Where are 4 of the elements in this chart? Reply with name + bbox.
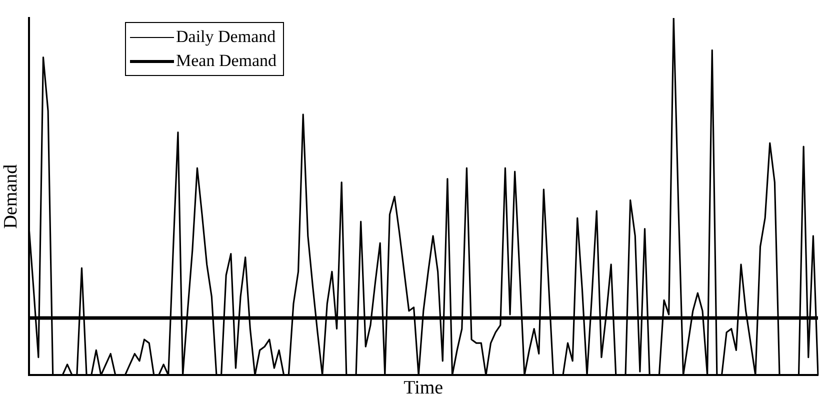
x-axis-title: Time: [404, 378, 444, 399]
legend-label: Mean Demand: [176, 50, 277, 72]
legend-label: Daily Demand: [176, 26, 276, 48]
y-axis-title: Demand: [0, 164, 22, 229]
